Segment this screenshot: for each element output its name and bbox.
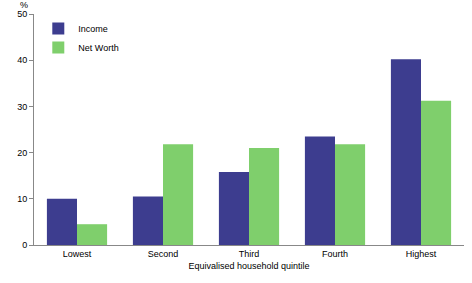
svg-text:40: 40 <box>17 55 27 65</box>
svg-text:Income: Income <box>78 24 108 34</box>
svg-text:20: 20 <box>17 148 27 158</box>
svg-text:50: 50 <box>17 9 27 19</box>
svg-text:30: 30 <box>17 102 27 112</box>
svg-text:Highest: Highest <box>406 249 437 259</box>
svg-text:Second: Second <box>148 249 179 259</box>
svg-text:%: % <box>20 0 28 10</box>
svg-text:Fourth: Fourth <box>322 249 348 259</box>
svg-text:Lowest: Lowest <box>63 249 92 259</box>
svg-text:Equivalised household quintile: Equivalised household quintile <box>188 261 309 271</box>
svg-text:Net Worth: Net Worth <box>78 43 118 53</box>
svg-text:Third: Third <box>239 249 260 259</box>
svg-text:0: 0 <box>22 240 27 250</box>
svg-text:10: 10 <box>17 194 27 204</box>
